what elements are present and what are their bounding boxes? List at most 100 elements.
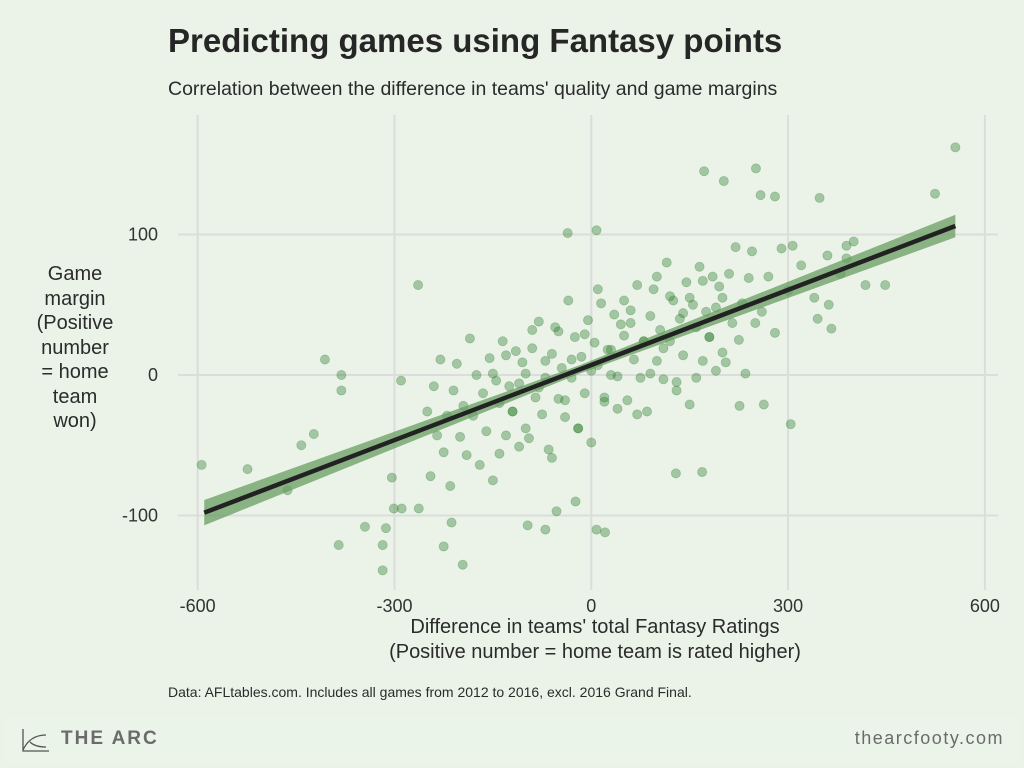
data-point (812, 313, 823, 324)
data-point (787, 240, 798, 251)
data-point (694, 261, 705, 272)
data-point (704, 332, 715, 343)
data-point (487, 368, 498, 379)
data-point (678, 350, 689, 361)
data-point (600, 527, 611, 538)
data-point (596, 298, 607, 309)
data-point (642, 406, 653, 417)
x-axis-title-line2: (Positive number = home team is rated hi… (389, 641, 801, 663)
data-point (388, 503, 399, 514)
data-point (668, 295, 679, 306)
data-point (671, 385, 682, 396)
data-point (319, 354, 330, 365)
data-point (707, 271, 718, 282)
data-point (242, 464, 253, 475)
data-point (481, 426, 492, 437)
brand-name: THE ARC (61, 728, 159, 749)
data-point (487, 475, 498, 486)
data-point (579, 329, 590, 340)
y-axis-title-line: Game (47, 263, 103, 285)
data-point (413, 503, 424, 514)
data-point (848, 236, 859, 247)
data-point (553, 326, 564, 337)
y-axis-title-line: won) (53, 410, 97, 432)
data-point (359, 521, 370, 532)
data-points (196, 142, 961, 576)
data-point (546, 452, 557, 463)
data-point (697, 355, 708, 366)
data-point (413, 280, 424, 291)
website-link[interactable]: thearcfooty.com (854, 728, 1004, 748)
data-point (517, 357, 528, 368)
data-point (710, 365, 721, 376)
y-axis-title-line: margin (44, 287, 106, 310)
data-point (763, 271, 774, 282)
data-point (599, 396, 610, 407)
y-axis-title: Game margin (Positive number = home team won) (20, 262, 130, 434)
data-point (507, 406, 518, 417)
data-point (550, 322, 561, 333)
data-point (497, 336, 508, 347)
data-point (632, 409, 643, 420)
data-source-caption: Data: AFLtables.com. Includes all games … (168, 684, 692, 700)
data-point (730, 242, 741, 253)
data-point (336, 369, 347, 380)
data-point (612, 403, 623, 414)
data-point (674, 313, 685, 324)
data-point (612, 371, 623, 382)
data-point (448, 385, 459, 396)
data-point (930, 188, 941, 199)
data-point (553, 393, 564, 404)
data-point (619, 295, 630, 306)
data-point (684, 399, 695, 410)
data-point (814, 192, 825, 203)
data-point (651, 271, 662, 282)
data-point (527, 343, 538, 354)
data-point (823, 299, 834, 310)
data-point (651, 355, 662, 366)
data-point (796, 260, 807, 271)
data-point (336, 385, 347, 396)
data-point (699, 166, 710, 177)
data-point (569, 332, 580, 343)
data-point (540, 355, 551, 366)
data-point (196, 459, 207, 470)
data-point (455, 431, 466, 442)
data-point (573, 423, 584, 434)
chart-title: Predicting games using Fantasy points (168, 22, 783, 59)
data-point (591, 524, 602, 535)
data-point (822, 250, 833, 261)
data-point (543, 444, 554, 455)
data-point (599, 392, 610, 403)
y-axis-title-line: (Positive (36, 312, 114, 334)
data-point (377, 540, 388, 551)
data-point (622, 395, 633, 406)
data-point (500, 350, 511, 361)
y-tick-label: 100 (128, 224, 158, 244)
data-point (658, 374, 669, 385)
data-point (776, 243, 787, 254)
data-point (471, 369, 482, 380)
data-point (523, 433, 534, 444)
data-point (648, 284, 659, 295)
data-point (724, 268, 735, 279)
data-point (570, 496, 581, 507)
data-point (717, 347, 728, 358)
data-point (527, 325, 538, 336)
footer: THE ARC thearcfooty.com (4, 716, 1020, 764)
data-point (632, 280, 643, 291)
data-point (457, 559, 468, 570)
y-axis-title-line: team (52, 385, 98, 408)
data-point (704, 332, 715, 343)
data-point (591, 225, 602, 236)
x-tick-label: -600 (180, 596, 216, 616)
data-point (438, 447, 449, 458)
data-point (645, 368, 656, 379)
tick-labels: -600 -300 0 300 600 -100 0 100 (122, 224, 1000, 616)
data-point (714, 281, 725, 292)
data-point (386, 472, 397, 483)
y-axis-title-line: number (41, 336, 109, 359)
data-point (687, 299, 698, 310)
data-point (396, 375, 407, 386)
data-point (560, 412, 571, 423)
